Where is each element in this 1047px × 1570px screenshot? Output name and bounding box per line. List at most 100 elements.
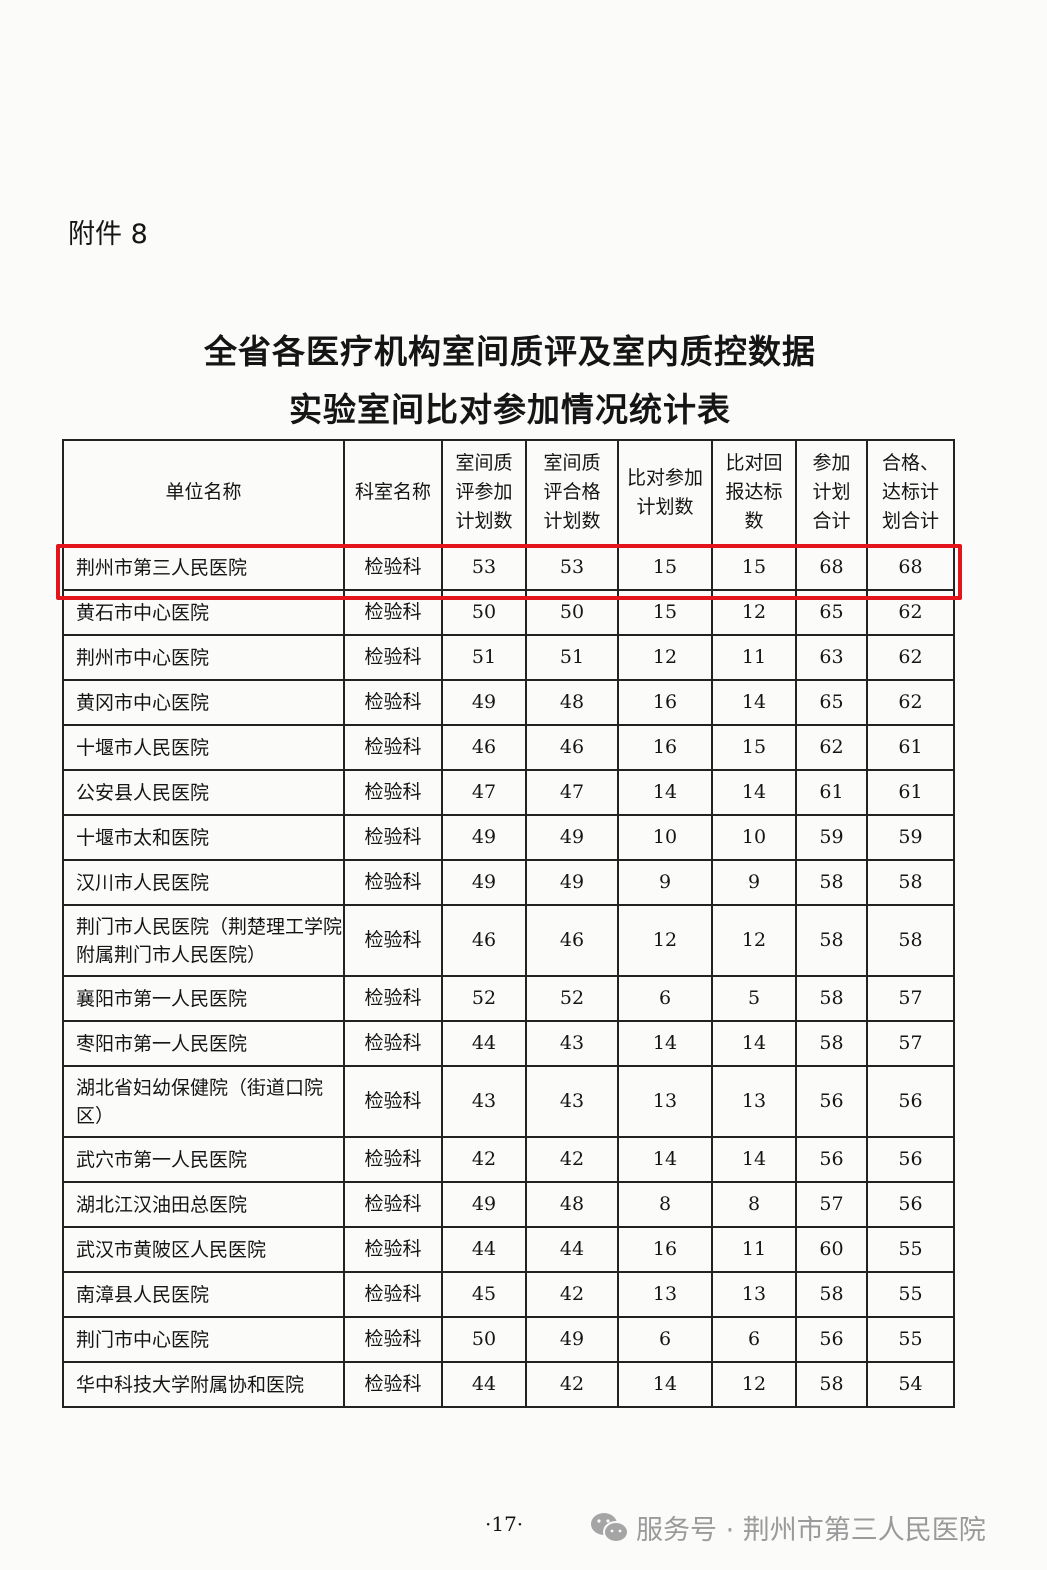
column-header: 比对回报达标数 [711, 439, 797, 546]
hospital-name-cell: 黄冈市中心医院 [62, 679, 345, 726]
value-cell: 13 [711, 1065, 797, 1138]
department-cell: 检验科 [343, 679, 443, 726]
department-cell: 检验科 [343, 904, 443, 977]
department-cell: 检验科 [343, 589, 443, 636]
value-cell: 12 [711, 904, 797, 977]
value-cell: 59 [795, 814, 868, 861]
table-row: 武汉市黄陂区人民医院 检验科 44 44 16 11 60 55 [62, 1226, 955, 1273]
hospital-name-cell: 汉川市人民医院 [62, 859, 345, 906]
value-cell: 56 [866, 1181, 955, 1228]
value-cell: 68 [795, 544, 868, 591]
hospital-name-cell: 武穴市第一人民医院 [62, 1136, 345, 1183]
value-cell: 56 [866, 1136, 955, 1183]
value-cell: 13 [617, 1065, 713, 1138]
value-cell: 14 [617, 1361, 713, 1408]
value-cell: 62 [795, 724, 868, 771]
value-cell: 16 [617, 679, 713, 726]
table-row: 黄石市中心医院 检验科 50 50 15 12 65 62 [62, 589, 955, 636]
value-cell: 56 [795, 1316, 868, 1363]
value-cell: 58 [795, 859, 868, 906]
value-cell: 62 [866, 589, 955, 636]
value-cell: 11 [711, 634, 797, 681]
value-cell: 56 [795, 1065, 868, 1138]
column-header: 比对参加计划数 [617, 439, 713, 546]
column-header: 科室名称 [343, 439, 443, 546]
value-cell: 61 [866, 724, 955, 771]
department-cell: 检验科 [343, 814, 443, 861]
value-cell: 46 [525, 724, 619, 771]
value-cell: 8 [617, 1181, 713, 1228]
hospital-name-cell: 南漳县人民医院 [62, 1271, 345, 1318]
value-cell: 11 [711, 1226, 797, 1273]
value-cell: 49 [525, 859, 619, 906]
table-row: 湖北省妇幼保健院（街道口院区） 检验科 43 43 13 13 56 56 [62, 1065, 955, 1138]
value-cell: 48 [525, 1181, 619, 1228]
value-cell: 59 [866, 814, 955, 861]
value-cell: 15 [711, 544, 797, 591]
value-cell: 48 [525, 679, 619, 726]
value-cell: 55 [866, 1316, 955, 1363]
value-cell: 10 [617, 814, 713, 861]
value-cell: 44 [441, 1361, 527, 1408]
table-row: 黄冈市中心医院 检验科 49 48 16 14 65 62 [62, 679, 955, 726]
value-cell: 12 [711, 589, 797, 636]
department-cell: 检验科 [343, 724, 443, 771]
value-cell: 63 [795, 634, 868, 681]
value-cell: 60 [795, 1226, 868, 1273]
value-cell: 49 [441, 859, 527, 906]
value-cell: 62 [866, 634, 955, 681]
value-cell: 57 [866, 975, 955, 1022]
hospital-name-cell: 武汉市黄陂区人民医院 [62, 1226, 345, 1273]
hospital-name-cell: 十堰市太和医院 [62, 814, 345, 861]
value-cell: 10 [711, 814, 797, 861]
table-row: 汉川市人民医院 检验科 49 49 9 9 58 58 [62, 859, 955, 906]
value-cell: 61 [795, 769, 868, 816]
watermark: 服务号 · 荆州市第三人民医院 [590, 1508, 986, 1547]
document-title: 全省各医疗机构室间质评及室内质控数据 [204, 332, 816, 371]
table-row: 公安县人民医院 检验科 47 47 14 14 61 61 [62, 769, 955, 816]
value-cell: 15 [711, 724, 797, 771]
value-cell: 43 [525, 1020, 619, 1067]
hospital-name-cell: 湖北省妇幼保健院（街道口院区） [62, 1065, 345, 1138]
value-cell: 58 [866, 904, 955, 977]
value-cell: 49 [441, 1181, 527, 1228]
table-row: 襄阳市第一人民医院 检验科 52 52 6 5 58 57 [62, 975, 955, 1022]
table-row: 南漳县人民医院 检验科 45 42 13 13 58 55 [62, 1271, 955, 1318]
department-cell: 检验科 [343, 769, 443, 816]
department-cell: 检验科 [343, 1065, 443, 1138]
hospital-name-cell: 黄石市中心医院 [62, 589, 345, 636]
statistics-table: 单位名称 科室名称 室间质评参加计划数 室间质评合格计划数 比对参加计划数 比对回报达标数… [62, 439, 955, 1408]
value-cell: 56 [866, 1065, 955, 1138]
department-cell: 检验科 [343, 1020, 443, 1067]
value-cell: 6 [711, 1316, 797, 1363]
column-header: 参加计划合计 [795, 439, 868, 546]
hospital-name-cell: 华中科技大学附属协和医院 [62, 1361, 345, 1408]
table-header-row: 单位名称 科室名称 室间质评参加计划数 室间质评合格计划数 比对参加计划数 比对回报达标数… [62, 439, 955, 546]
department-cell: 检验科 [343, 1361, 443, 1408]
department-cell: 检验科 [343, 544, 443, 591]
table-row: 荆门市人民医院（荆楚理工学院附属荆门市人民医院） 检验科 46 46 12 12 58 58 [62, 904, 955, 977]
value-cell: 44 [441, 1226, 527, 1273]
value-cell: 13 [617, 1271, 713, 1318]
value-cell: 50 [441, 1316, 527, 1363]
value-cell: 43 [441, 1065, 527, 1138]
value-cell: 42 [525, 1136, 619, 1183]
value-cell: 47 [441, 769, 527, 816]
column-header: 单位名称 [62, 439, 345, 546]
table-row: 荆州市中心医院 检验科 51 51 12 11 63 62 [62, 634, 955, 681]
value-cell: 13 [711, 1271, 797, 1318]
value-cell: 14 [711, 769, 797, 816]
hospital-name-cell: 十堰市人民医院 [62, 724, 345, 771]
value-cell: 51 [525, 634, 619, 681]
value-cell: 53 [441, 544, 527, 591]
value-cell: 5 [711, 975, 797, 1022]
department-cell: 检验科 [343, 1226, 443, 1273]
value-cell: 46 [525, 904, 619, 977]
column-header: 室间质评参加计划数 [441, 439, 527, 546]
value-cell: 14 [711, 1136, 797, 1183]
value-cell: 16 [617, 1226, 713, 1273]
value-cell: 42 [441, 1136, 527, 1183]
document-subtitle: 实验室间比对参加情况统计表 [289, 390, 731, 429]
value-cell: 6 [617, 975, 713, 1022]
table-row: 华中科技大学附属协和医院 检验科 44 42 14 12 58 54 [62, 1361, 955, 1408]
